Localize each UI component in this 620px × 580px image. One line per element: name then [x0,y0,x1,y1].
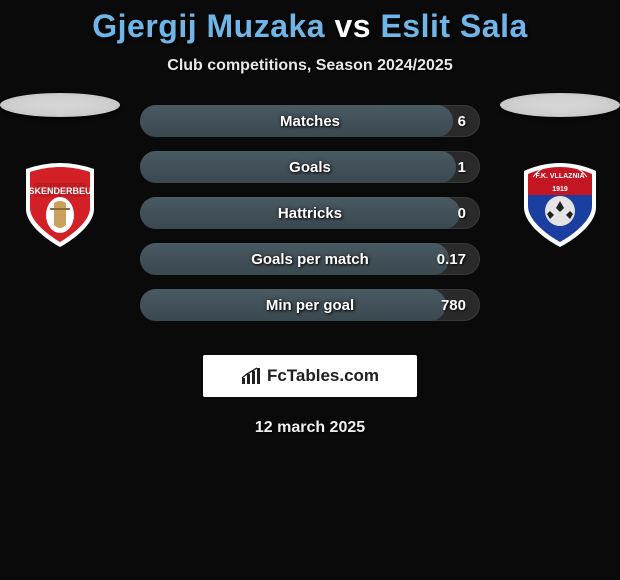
branding-text: FcTables.com [267,366,379,386]
team-left-ellipse [0,93,120,117]
stat-row: Goals1 [140,151,480,183]
branding-badge: FcTables.com [203,355,417,397]
stat-fill [140,197,460,229]
vllaznia-crest-icon: F.K. VLLAZNIA 1919 [520,161,600,249]
vs-word: vs [334,8,371,44]
stat-row: Hattricks0 [140,197,480,229]
svg-text:1919: 1919 [552,186,568,193]
svg-text:SKENDERBEU: SKENDERBEU [28,186,91,196]
player1-name: Gjergij Muzaka [92,8,325,44]
team-left-crest: SKENDERBEU [20,161,100,249]
team-right-ellipse [500,93,620,117]
svg-text:F.K. VLLAZNIA: F.K. VLLAZNIA [536,173,585,180]
skenderbeu-crest-icon: SKENDERBEU [20,161,100,249]
stat-fill [140,289,446,321]
team-right-crest: F.K. VLLAZNIA 1919 [520,161,600,249]
team-left-block: SKENDERBEU [0,93,120,249]
bar-chart-icon [241,367,261,385]
stat-row: Matches6 [140,105,480,137]
stat-fill [140,151,456,183]
team-right-block: F.K. VLLAZNIA 1919 [500,93,620,249]
comparison-area: SKENDERBEU F.K. VLLAZNIA [0,105,620,345]
stat-row: Goals per match0.17 [140,243,480,275]
stat-row: Min per goal780 [140,289,480,321]
stat-bars: Matches6 Goals1 Hattricks0 Goals per match0… [140,105,480,321]
stat-fill [140,105,453,137]
date-text: 12 march 2025 [0,419,620,437]
stat-fill [140,243,449,275]
player2-name: Eslit Sala [380,8,527,44]
page-title: Gjergij Muzaka vs Eslit Sala [0,8,620,45]
subtitle: Club competitions, Season 2024/2025 [0,57,620,75]
